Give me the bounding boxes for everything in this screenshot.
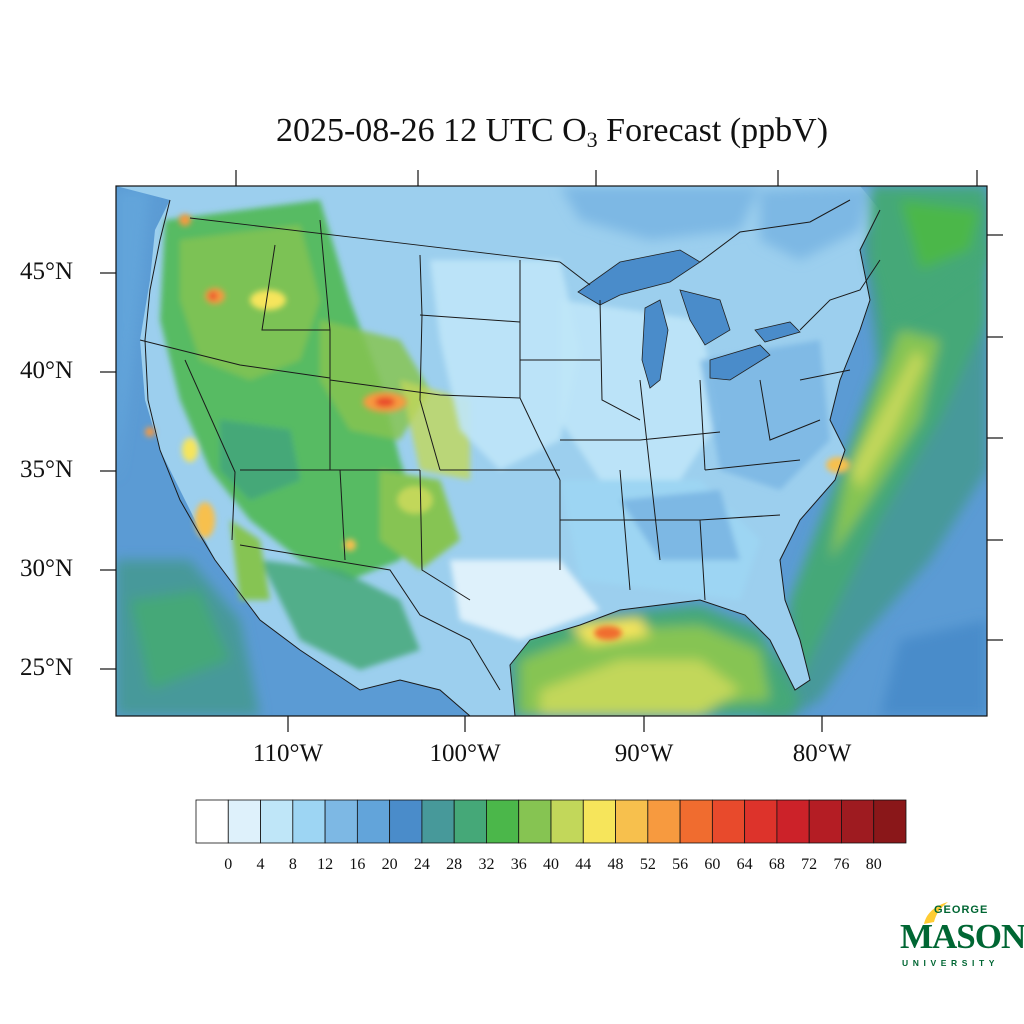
colorbar-swatch (841, 799, 875, 844)
lat-label-45n: 45°N (20, 258, 74, 285)
bottom-tick-marks (287, 716, 823, 732)
colorbar-tick-label: 64 (736, 856, 753, 873)
land-field (116, 186, 987, 716)
colorbar-swatch (356, 799, 391, 844)
colorbar-tick-label: 52 (639, 856, 656, 873)
colorbar-swatch (389, 799, 423, 844)
great-lakes (577, 249, 801, 389)
colorbar-swatch (550, 799, 584, 844)
lon-label-100w: 100°W (429, 740, 501, 767)
colorbar-swatch (486, 799, 520, 844)
colorbar-swatch (453, 799, 487, 844)
colorbar-tick-label: 32 (478, 856, 495, 873)
colorbar-tick-label: 60 (704, 856, 721, 873)
logo-university-text: UNIVERSITY (902, 958, 1000, 968)
colorbar-swatch (711, 799, 746, 844)
lat-label-30n: 30°N (20, 555, 74, 582)
colorbar-swatch (227, 799, 261, 844)
lon-label-80w: 80°W (792, 740, 852, 767)
colorbar-tick-label: 48 (607, 856, 624, 873)
colorbar-tick-label: 0 (224, 856, 233, 873)
colorbar-tick-label: 24 (413, 856, 430, 873)
colorbar-swatch (324, 799, 358, 844)
colorbar-swatch (873, 799, 907, 844)
colorbar-tick-label: 16 (349, 856, 366, 873)
map-frame (115, 185, 988, 717)
colorbar-tick-label: 4 (256, 856, 265, 873)
logo-george-text: GEORGE (934, 904, 989, 916)
colorbar-tick-label: 44 (575, 856, 592, 873)
atlantic-ozone-field (760, 200, 987, 716)
pacific-ozone-field (116, 190, 260, 716)
left-tick-marks (100, 272, 116, 670)
lat-label-35n: 35°N (20, 456, 74, 483)
colorbar-swatch (615, 799, 649, 844)
colorbar-tick-label: 20 (381, 856, 398, 873)
colorbar-swatch (421, 799, 455, 844)
gmu-flame-icon (924, 902, 948, 924)
colorbar-tick-label: 40 (543, 856, 559, 873)
gmu-logo: GEORGE MASON UNIVERSITY (896, 900, 1024, 970)
colorbar-tick-label: 80 (865, 856, 882, 873)
coastlines-and-state-borders (139, 199, 881, 716)
colorbar-swatch (776, 799, 810, 844)
right-tick-marks (987, 234, 1003, 641)
colorbar-swatch (292, 799, 326, 844)
colorbar-swatch (518, 799, 552, 844)
colorbar-swatch (808, 799, 842, 844)
colorbar-tick-label: 68 (768, 856, 785, 873)
colorbar-swatch (195, 799, 229, 844)
colorbar-tick-label: 56 (672, 856, 689, 873)
lon-label-90w: 90°W (614, 740, 674, 767)
colorbar-tick-label: 72 (801, 856, 818, 873)
colorbar-tick-label: 76 (833, 856, 850, 873)
logo-mason-text: MASON (900, 917, 1024, 956)
colorbar-swatch (744, 799, 778, 844)
colorbar-tick-label: 36 (510, 856, 527, 873)
lat-label-25n: 25°N (20, 654, 74, 681)
colorbar-tick-label: 12 (317, 856, 334, 873)
map-title: 2025-08-26 12 UTC O3 Forecast (ppbV) (275, 112, 829, 152)
colorbar-swatch (647, 799, 681, 844)
colorbar-tick-label: 28 (446, 856, 463, 873)
colorbar-swatch (260, 799, 294, 844)
lon-label-110w: 110°W (252, 740, 324, 767)
colorbar-swatch (679, 799, 713, 844)
colorbar-swatch (582, 799, 616, 844)
colorbar-tick-label: 8 (288, 856, 297, 873)
lat-label-40n: 40°N (20, 357, 74, 384)
top-tick-marks (235, 170, 978, 186)
